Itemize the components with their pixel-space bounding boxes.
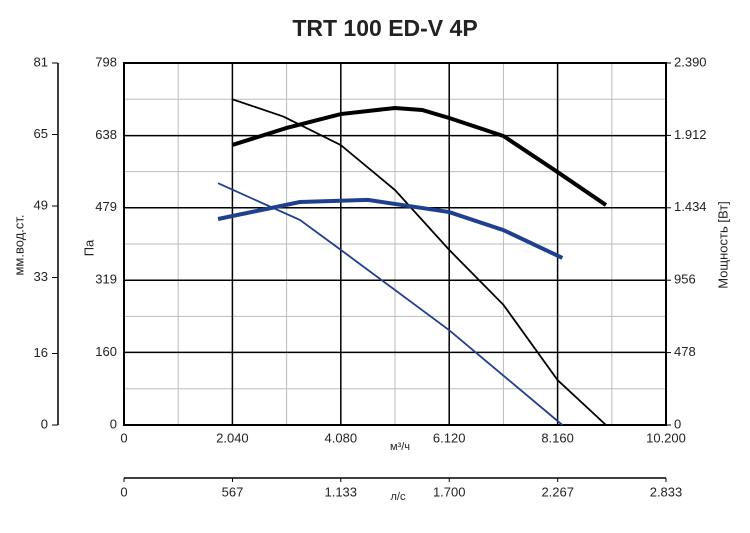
y3-tick-label: 49: [34, 197, 48, 212]
x2-tick-label: 1.133: [324, 484, 357, 499]
x2-tick-label: 2.267: [541, 484, 574, 499]
x-tick-label: 8.160: [541, 430, 574, 445]
x-tick-label: 4.080: [325, 430, 358, 445]
y-tick-label: 479: [95, 199, 117, 214]
x-axis-label: м³/ч: [390, 441, 410, 453]
curve: [231, 105, 608, 207]
y-tick-label: 319: [95, 272, 117, 287]
x2-tick-label: 567: [222, 484, 244, 499]
y3-tick-label: 33: [34, 269, 48, 284]
x2-tick-label: 2.833: [650, 484, 683, 499]
y2-tick-label: 1.912: [674, 127, 707, 142]
y2-tick-label: 478: [674, 344, 696, 359]
y3-tick-label: 81: [34, 54, 48, 69]
y-axis-label: Па: [81, 239, 96, 256]
x2-axis-label: л/с: [391, 491, 406, 503]
x2-tick-label: 1.700: [433, 484, 466, 499]
x-tick-label: 0: [120, 430, 127, 445]
y2-tick-label: 956: [674, 272, 696, 287]
y-tick-label: 0: [110, 416, 117, 431]
y3-tick-label: 16: [34, 345, 48, 360]
x2-tick-label: 0: [120, 484, 127, 499]
plot-frame: [123, 62, 667, 426]
x-tick-label: 2.040: [216, 430, 249, 445]
y-tick-label: 638: [95, 127, 117, 142]
y3-tick-label: 65: [34, 126, 48, 141]
x-tick-label: 10.200: [646, 430, 686, 445]
y3-axis-label: мм.вод.ст.: [11, 214, 26, 275]
y-tick-label: 160: [95, 344, 117, 359]
y2-tick-label: 0: [674, 416, 681, 431]
curve: [232, 98, 607, 426]
chart-title: TRT 100 ED-V 4P: [292, 15, 477, 41]
curve: [217, 197, 564, 260]
y-tick-label: 798: [95, 54, 117, 69]
x-tick-label: 6.120: [433, 430, 466, 445]
y2-tick-label: 1.434: [674, 199, 707, 214]
y2-tick-label: 2.390: [674, 54, 707, 69]
y3-tick-label: 0: [41, 416, 48, 431]
y2-axis-label: Мощность [Вт]: [715, 201, 730, 289]
